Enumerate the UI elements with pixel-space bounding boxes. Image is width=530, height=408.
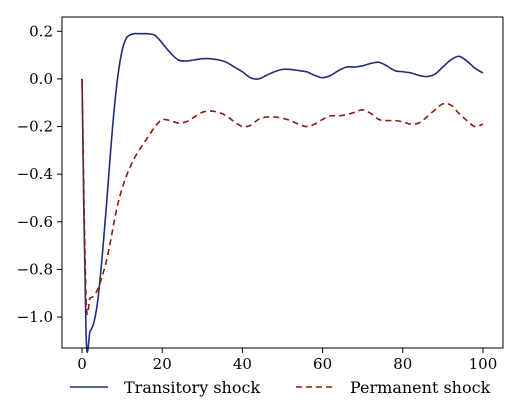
y-tick-label: −0.4	[17, 165, 53, 183]
series-line-transitory	[81, 32, 484, 353]
y-tick-label: 0.0	[29, 70, 53, 88]
axis-ticks: 0 20 40 60 80 100 −1.0 −0.8 −0.6 −0.4 −0.2 0.0 0.2	[17, 22, 498, 373]
y-tick-label: −0.6	[17, 213, 53, 231]
series-lines	[81, 32, 484, 353]
x-tick-label: 80	[393, 355, 412, 373]
series-line-permanent	[81, 78, 484, 316]
y-tick-label: −1.0	[17, 308, 53, 326]
plot-frame	[61, 16, 504, 349]
x-tick-label: 100	[469, 355, 498, 373]
y-tick-label: −0.2	[17, 118, 53, 136]
legend-label-permanent: Permanent shock	[350, 378, 491, 397]
x-tick-label: 40	[233, 355, 252, 373]
x-tick-label: 0	[77, 355, 87, 373]
chart-legend: Transitory shock Permanent shock	[70, 378, 491, 397]
legend-label-transitory: Transitory shock	[124, 378, 260, 397]
y-tick-label: −0.8	[17, 260, 53, 278]
x-tick-label: 60	[313, 355, 332, 373]
x-tick-label: 20	[153, 355, 172, 373]
y-tick-label: 0.2	[29, 22, 53, 40]
